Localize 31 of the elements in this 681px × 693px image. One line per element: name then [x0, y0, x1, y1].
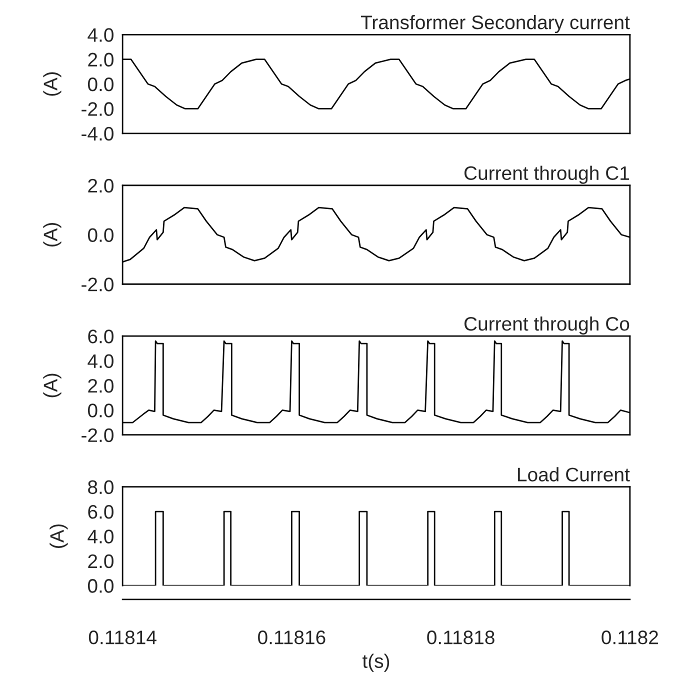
y-tick-label: 0.0 [88, 77, 114, 92]
y-axis-title: (A) [43, 374, 62, 398]
x-tick-label: 0.11814 [88, 630, 156, 644]
x-axis-title: t(s) [362, 654, 390, 672]
y-axis-title: (A) [43, 223, 62, 247]
y-tick-label: 8.0 [88, 480, 114, 494]
y-tick-label: 6.0 [88, 330, 114, 344]
y-tick-label: 0.0 [88, 404, 114, 418]
chart-title: Load Current [518, 467, 630, 482]
y-tick-label: 2.0 [88, 52, 114, 67]
chart-title: Current through Co [464, 316, 630, 335]
y-axis-title: (A) [50, 524, 68, 548]
y-tick-label: 4.0 [88, 530, 114, 544]
x-tick-label: 0.11816 [258, 630, 326, 644]
x-tick-label: 0.11818 [427, 630, 494, 644]
x-tick-label: 0.1182 [602, 630, 658, 644]
y-axis-title: (A) [43, 72, 62, 96]
y-tick-label: 2.0 [88, 178, 114, 193]
y-tick-label: -4.0 [82, 126, 114, 141]
chart-title: Current through C1 [464, 166, 629, 184]
y-tick-label: 4.0 [88, 354, 114, 368]
y-tick-label: 2.0 [88, 554, 114, 568]
y-tick-label: 0.0 [88, 228, 114, 242]
y-tick-label: -2.0 [82, 428, 114, 442]
y-tick-label: 0.0 [88, 579, 114, 593]
y-tick-label: 4.0 [88, 28, 114, 42]
chart-title: Transformer Secondary current [360, 15, 630, 34]
y-tick-label: 6.0 [88, 504, 114, 519]
y-tick-label: -2.0 [82, 278, 114, 292]
y-tick-label: 2.0 [88, 378, 114, 393]
y-tick-label: -2.0 [82, 102, 114, 116]
